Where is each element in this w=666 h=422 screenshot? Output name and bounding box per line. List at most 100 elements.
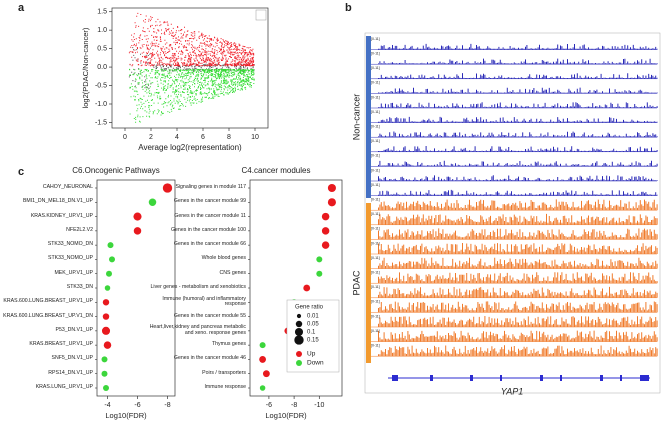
dot	[104, 285, 111, 291]
category-label: Immune (humoral) and inflammatory respon…	[162, 295, 246, 308]
x-axis-label: Average log2(representation)	[138, 143, 242, 152]
category-label: P53_DN.V1_UP	[55, 326, 94, 333]
dot	[259, 342, 266, 349]
track-range: [0-11]	[371, 154, 380, 158]
track-signal	[378, 87, 658, 94]
exon	[430, 375, 433, 381]
gene-label: YAP1	[501, 386, 524, 396]
track-range: [0-11]	[371, 110, 380, 114]
track-signal	[378, 189, 658, 196]
track-signal	[378, 272, 658, 284]
x-tick-label: -6	[134, 402, 140, 409]
legend-size-label: 0.05	[307, 322, 319, 328]
category-label: CAHOY_NEURONAL	[42, 184, 93, 190]
y-tick-label: -1.0	[95, 101, 107, 108]
point-cloud	[129, 68, 255, 123]
category-label: Genes in the cancer module 46	[173, 355, 246, 362]
category-label: Genes in the cancer module 99	[173, 198, 246, 205]
y-tick-label: 0.0	[97, 64, 107, 71]
dot	[106, 270, 112, 277]
x-tick-label: 6	[201, 134, 205, 141]
legend-swatch	[296, 351, 302, 357]
x-axis-label: Log10(FDR)	[105, 411, 147, 420]
point-cloud	[128, 12, 255, 67]
track-range: [0-11]	[371, 168, 380, 172]
track-range: [0-11]	[371, 227, 380, 231]
category-label: KRAS.600.LUNG.BREAST_UP.V1_DN	[3, 312, 93, 319]
x-tick-label: -4	[104, 402, 110, 409]
category-label: NFE2L2.V2	[66, 226, 93, 233]
dot	[316, 270, 323, 277]
dot	[162, 183, 173, 193]
dot	[101, 326, 111, 335]
panel-label: c	[18, 166, 24, 178]
exon	[620, 375, 622, 381]
exon	[560, 375, 562, 381]
x-tick-label: -6	[266, 402, 272, 409]
category-label: Immune response	[204, 384, 246, 390]
category-label: Signaling genes in module 117	[175, 184, 246, 190]
y-tick-label: 1.5	[97, 9, 107, 16]
track-signal	[378, 301, 658, 313]
track-signal	[378, 243, 658, 254]
legend-size-label: 0.15	[307, 338, 319, 344]
track-range: [0-11]	[371, 66, 380, 70]
track-range: [0-11]	[371, 271, 380, 275]
legend-label: Up	[307, 351, 316, 358]
category-label: Liver genes - metabolism and xenobiotics	[150, 284, 246, 290]
legend-title: Gene ratio	[295, 305, 324, 311]
track-signal	[378, 316, 658, 327]
track-signal	[378, 73, 658, 79]
x-tick-label: -8	[164, 402, 170, 409]
category-label: Genes in the cancer module 100	[171, 226, 246, 233]
track-signal	[378, 199, 658, 211]
legend-box	[286, 299, 340, 373]
track-signal	[378, 58, 658, 65]
dot	[103, 341, 112, 349]
chart-title: C6.Oncogenic Pathways	[72, 166, 160, 175]
group-label: PDAC	[351, 270, 361, 296]
exon	[600, 375, 603, 381]
x-tick-label: 4	[175, 134, 179, 141]
category-label: Genes in the cancer module 55	[173, 312, 246, 319]
dot	[316, 256, 323, 263]
x-tick-label: 8	[227, 134, 231, 141]
category-label: KRAS.BREAST_UP.V1_UP	[29, 341, 93, 348]
exon	[392, 375, 398, 381]
y-tick-label: -1.5	[95, 119, 107, 126]
category-label: MEK_UP.V1_UP	[54, 269, 93, 276]
track-signal	[378, 43, 658, 50]
track-signal	[378, 131, 658, 138]
track-range: [0-11]	[371, 139, 380, 143]
x-tick-label: 2	[149, 134, 153, 141]
dot	[102, 313, 110, 320]
track-range: [0-11]	[371, 241, 380, 245]
exon	[470, 375, 473, 381]
legend-size	[295, 320, 303, 328]
dot	[259, 385, 266, 391]
track-range: [0-11]	[371, 344, 380, 348]
category-label: KRAS.KIDNEY_UP.V1_UP	[30, 212, 93, 219]
track-range: [0-11]	[371, 256, 380, 260]
track-range: [0-11]	[371, 198, 380, 202]
legend-size	[294, 327, 304, 337]
legend-box	[255, 9, 267, 21]
x-tick-label: 0	[123, 134, 127, 141]
dot	[321, 227, 330, 235]
track-signal	[378, 286, 658, 298]
legend-size	[294, 335, 304, 345]
plot-frame	[111, 7, 269, 129]
panel-label: b	[345, 2, 352, 14]
category-label: Whole blood genes	[201, 255, 246, 262]
chart-title: C4.cancer modules	[242, 166, 311, 175]
category-label: STK33_NOMO_UP	[48, 255, 93, 262]
dot	[259, 356, 267, 363]
dot	[148, 198, 157, 207]
x-tick-label: -10	[314, 402, 324, 409]
track-signal	[378, 257, 658, 269]
track-range: [0-11]	[371, 314, 380, 318]
legend-swatch	[296, 360, 302, 366]
group-bar	[366, 203, 371, 363]
dot	[303, 284, 311, 292]
